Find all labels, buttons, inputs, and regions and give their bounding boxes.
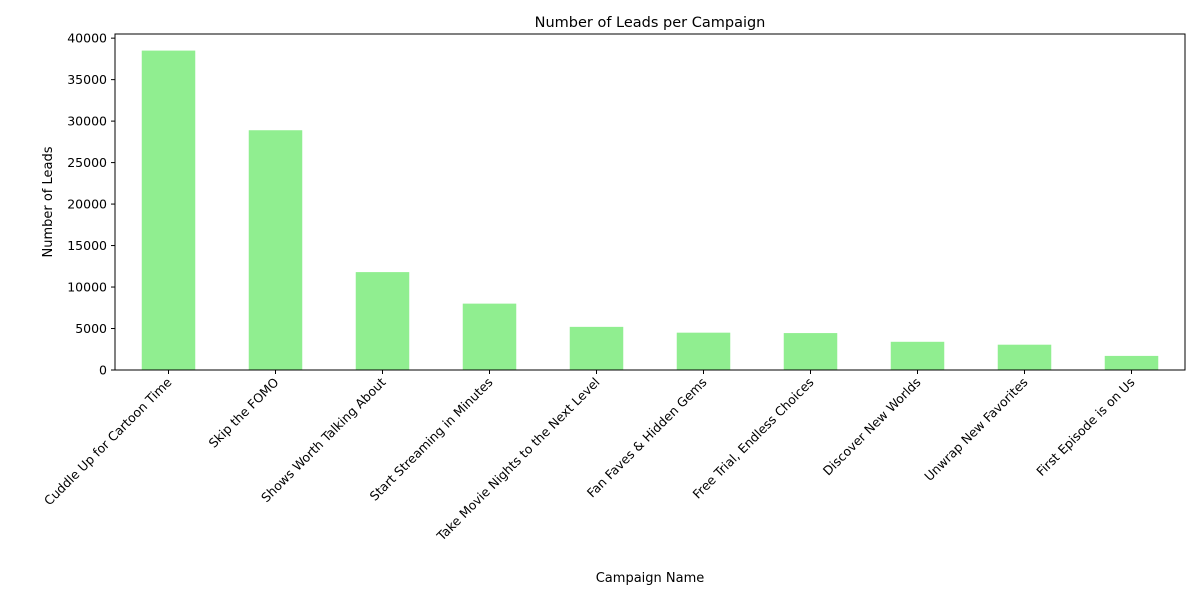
x-tick-label-0: Cuddle Up for Cartoon Time — [41, 374, 175, 508]
bars-layer — [141, 50, 1159, 371]
bar-9 — [1104, 355, 1159, 370]
bar-7 — [890, 341, 945, 370]
x-tick-label-9: First Episode is on Us — [1033, 375, 1137, 479]
bar-2 — [355, 272, 410, 370]
x-axis-label: Campaign Name — [596, 571, 705, 586]
y-tick-label-0: 0 — [99, 363, 107, 378]
x-tick-label-5: Fan Faves & Hidden Gems — [584, 375, 710, 501]
bar-3 — [462, 303, 517, 370]
y-tick-label-4: 20000 — [67, 197, 107, 212]
x-tick-label-3: Start Streaming in Minutes — [366, 375, 495, 504]
plot-frame — [114, 33, 1186, 371]
bar-1 — [248, 130, 303, 370]
y-tick-label-8: 40000 — [67, 31, 107, 46]
y-axis: 0 5000 10000 15000 20000 25000 30000 35000 40000 — [67, 31, 115, 378]
x-tick-label-6: Free Trial, Endless Choices — [690, 375, 817, 502]
y-axis-label: Number of Leads — [41, 146, 56, 257]
bar-5 — [676, 332, 731, 370]
x-tick-label-7: Discover New Worlds — [820, 375, 924, 479]
bar-4 — [569, 326, 624, 370]
x-tick-label-2: Shows Worth Talking About — [258, 374, 389, 505]
x-tick-label-1: Skip the FOMO — [205, 374, 281, 450]
bar-0 — [141, 50, 196, 371]
y-tick-label-6: 30000 — [67, 114, 107, 129]
y-tick-label-1: 5000 — [75, 321, 107, 336]
x-tick-label-8: Unwrap New Favorites — [921, 375, 1030, 484]
y-tick-label-2: 10000 — [67, 280, 107, 295]
bar-8 — [997, 344, 1052, 370]
chart-title: Number of Leads per Campaign — [535, 15, 766, 31]
bar-6 — [783, 333, 838, 370]
y-tick-label-3: 15000 — [67, 238, 107, 253]
y-tick-label-7: 35000 — [67, 72, 107, 87]
y-tick-label-5: 25000 — [67, 155, 107, 170]
x-axis: Cuddle Up for Cartoon Time Skip the FOMOS… — [41, 370, 1138, 544]
